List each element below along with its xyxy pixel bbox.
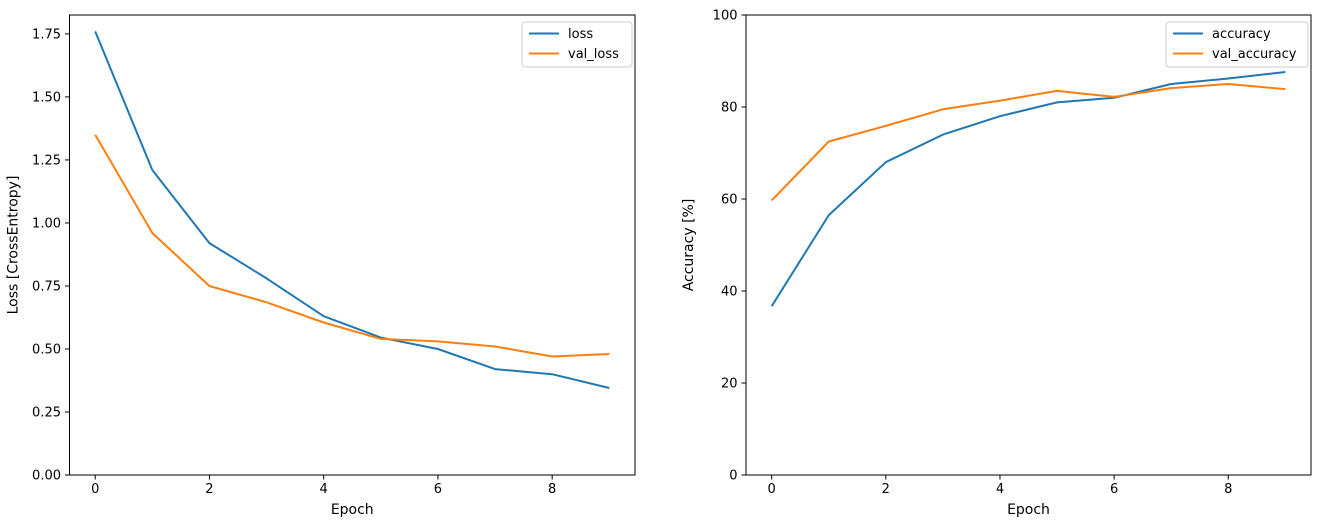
y-axis-title: Accuracy [%] <box>681 199 697 292</box>
x-tick-label: 6 <box>1110 482 1118 497</box>
y-tick-label: 1.50 <box>32 90 61 105</box>
x-axis: 0 2 4 6 8 <box>768 475 1232 497</box>
y-tick-label: 0.25 <box>32 405 61 420</box>
legend: accuracy val_accuracy <box>1165 21 1309 68</box>
x-tick-label: 0 <box>768 482 776 497</box>
y-tick-label: 80 <box>721 101 738 116</box>
legend-label-accuracy: accuracy <box>1212 27 1271 42</box>
y-tick-label: 1.00 <box>32 216 61 231</box>
legend: loss val_loss <box>521 21 633 68</box>
legend-label-val_loss: val_loss <box>568 47 619 62</box>
x-tick-label: 0 <box>91 482 99 497</box>
y-axis: 0.00 0.25 0.50 0.75 1.00 1.25 1.50 1.75 <box>32 27 70 484</box>
y-tick-label: 0.50 <box>32 342 61 357</box>
x-tick-label: 2 <box>205 482 213 497</box>
series-line-val_accuracy <box>770 83 1286 202</box>
y-tick-label: 100 <box>713 9 738 24</box>
x-axis: 0 2 4 6 8 <box>91 475 556 497</box>
x-tick-label: 8 <box>1224 482 1232 497</box>
series-line-loss <box>94 31 610 389</box>
y-tick-label: 0.75 <box>32 279 61 294</box>
x-tick-label: 4 <box>320 482 328 497</box>
x-tick-label: 8 <box>548 482 556 497</box>
y-tick-label: 1.75 <box>32 27 61 42</box>
y-axis-title: Loss [CrossEntropy] <box>6 176 22 315</box>
loss-chart: 0 2 4 6 8 0.00 0.25 0.50 0.75 1.00 1.25 1.50 1.75 Epo… <box>6 14 636 518</box>
legend-label-val_accuracy: val_accuracy <box>1212 47 1297 62</box>
x-tick-label: 2 <box>882 482 890 497</box>
x-axis-title: Epoch <box>1007 502 1050 518</box>
plot-frame <box>69 14 636 476</box>
y-tick-label: 40 <box>721 285 738 300</box>
y-tick-label: 1.25 <box>32 153 61 168</box>
y-tick-label: 0.00 <box>32 469 61 484</box>
legend-label-loss: loss <box>568 27 593 42</box>
y-tick-label: 60 <box>721 193 738 208</box>
y-tick-label: 0 <box>729 469 737 484</box>
series-line-accuracy <box>770 71 1286 307</box>
x-tick-label: 4 <box>996 482 1004 497</box>
series-line-val_loss <box>94 134 610 358</box>
x-tick-label: 6 <box>434 482 442 497</box>
x-axis-title: Epoch <box>331 502 374 518</box>
y-tick-label: 20 <box>721 377 738 392</box>
plot-frame <box>745 14 1312 476</box>
y-axis: 0 20 40 60 80 100 <box>713 9 746 484</box>
